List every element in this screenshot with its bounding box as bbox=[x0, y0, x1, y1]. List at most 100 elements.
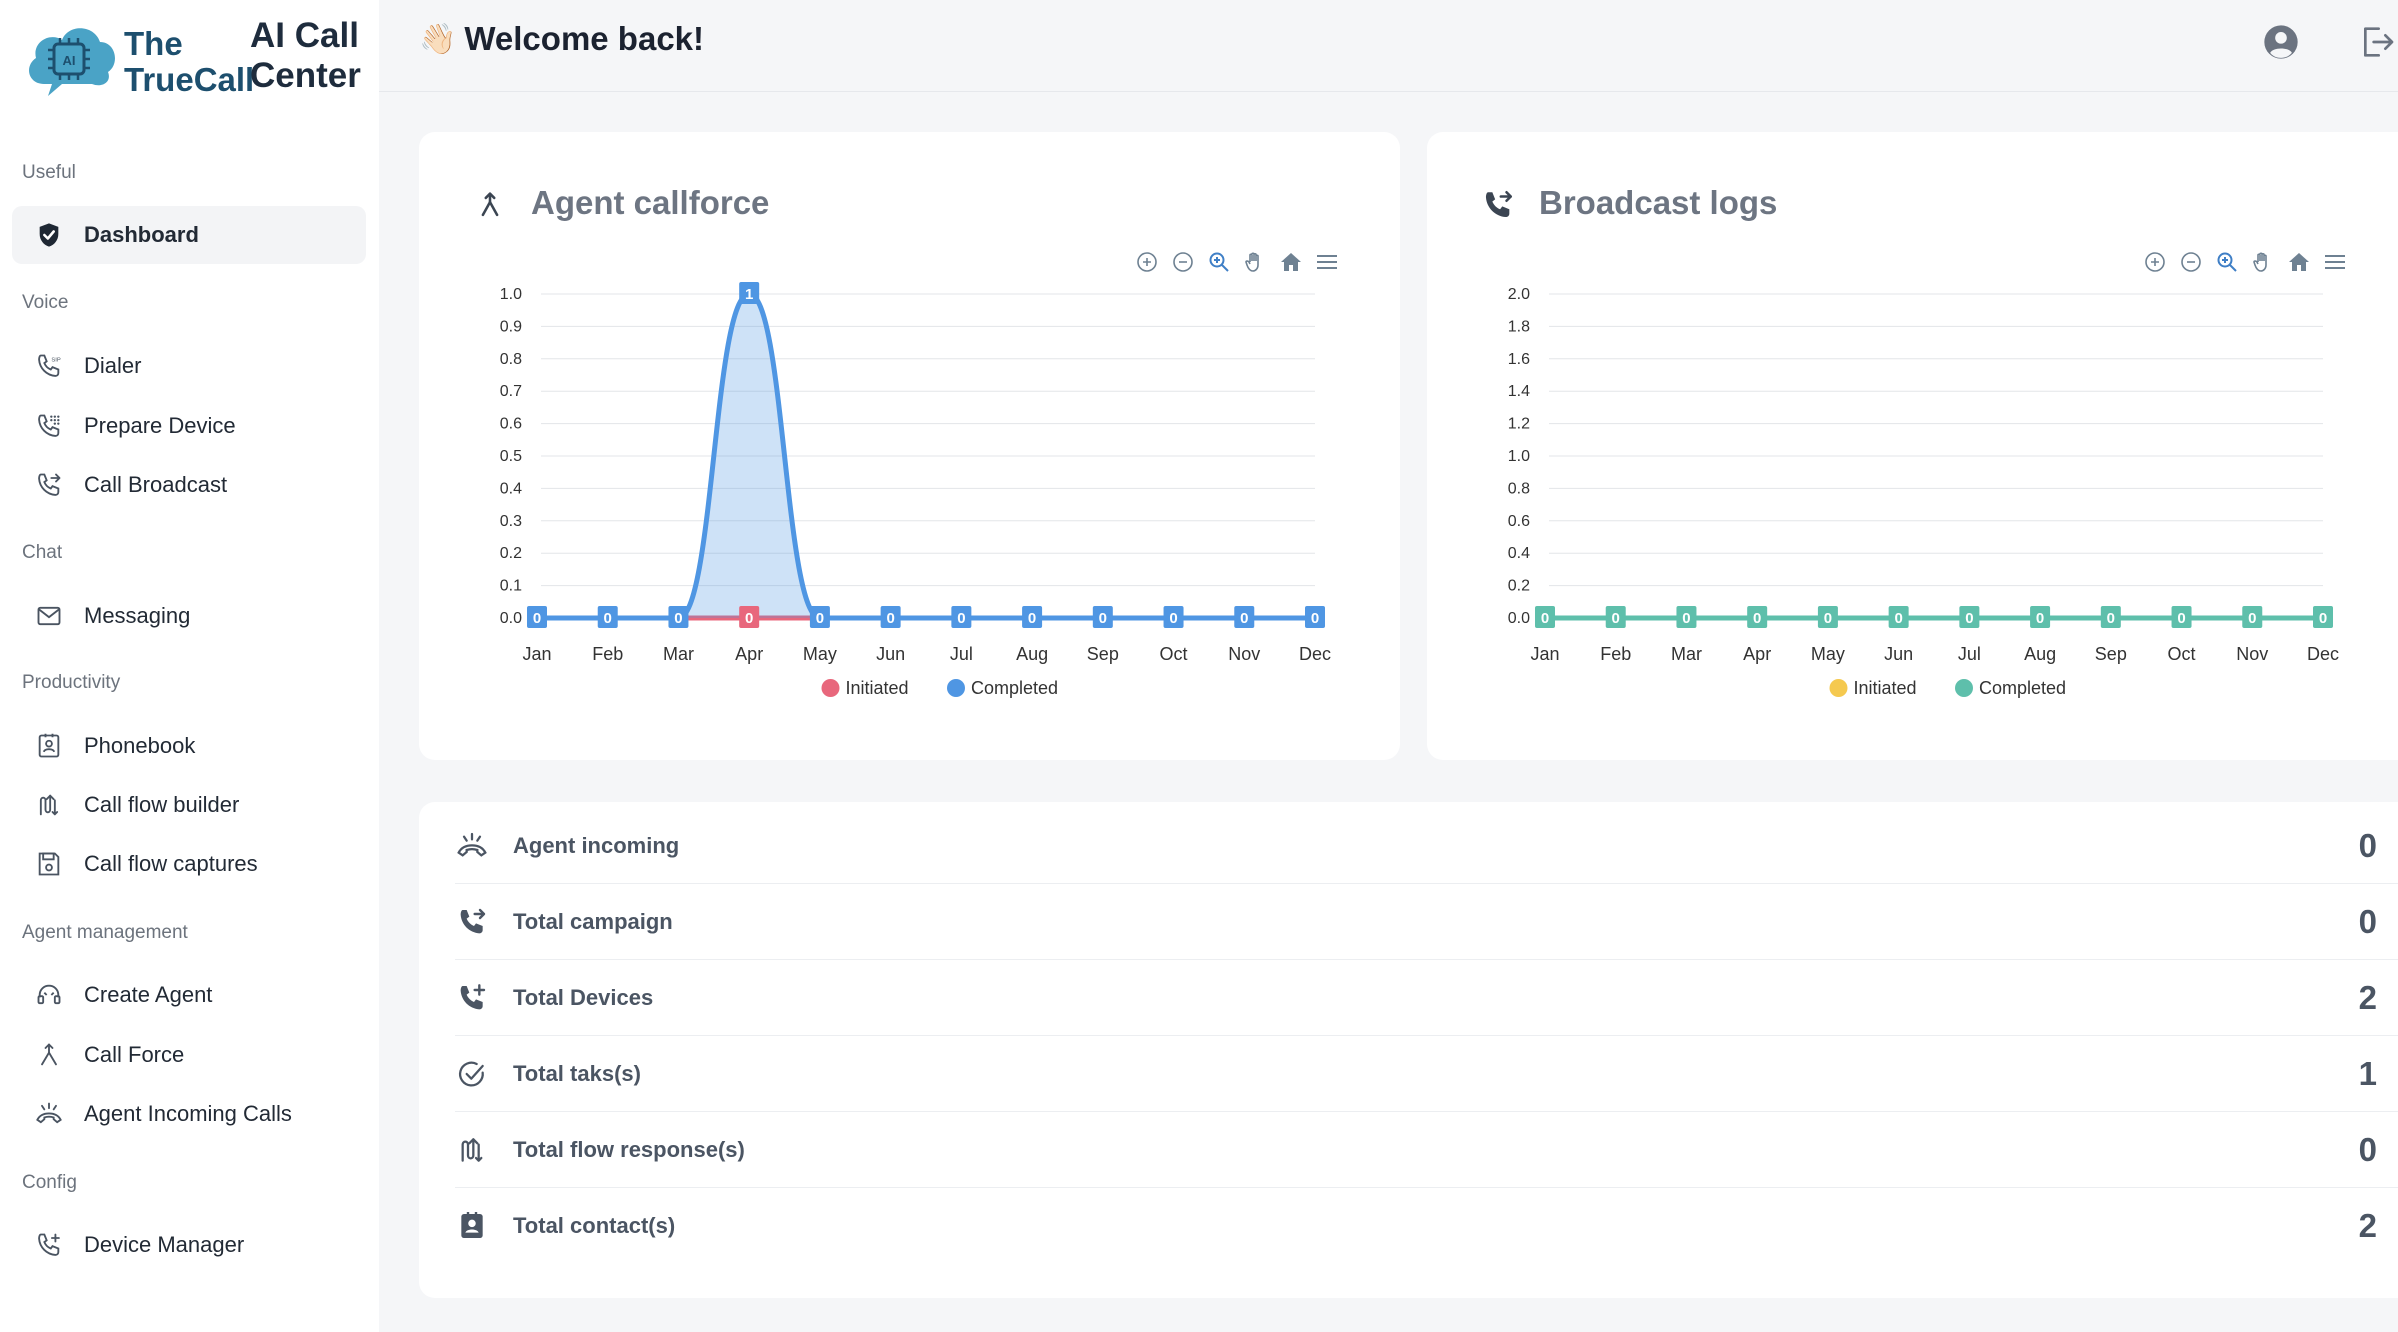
sidebar-item-label: Dashboard bbox=[84, 222, 199, 247]
broadcast-logs-card: Broadcast logs 0.0 0.2 0.4 0.6 0.8 1.0 1.2 1.4 1… bbox=[1427, 132, 2398, 760]
user-circle-icon[interactable] bbox=[2261, 22, 2301, 62]
zoom-out-icon[interactable] bbox=[2177, 248, 2205, 276]
data-label-bg bbox=[1888, 606, 1909, 628]
sidebar-item-prepare-device[interactable]: Prepare Device bbox=[12, 397, 366, 455]
logout-icon[interactable] bbox=[2357, 22, 2397, 62]
check-circle-icon bbox=[455, 1057, 489, 1091]
envelope-icon bbox=[34, 601, 64, 631]
menu-icon[interactable] bbox=[2321, 248, 2349, 276]
sidebar-item-call-force[interactable]: Call Force bbox=[12, 1026, 366, 1084]
sidebar-item-device-manager[interactable]: Device Manager bbox=[12, 1216, 366, 1274]
brand-line-2: TrueCall bbox=[124, 61, 255, 98]
waving-hand-icon: 👋🏻 bbox=[419, 22, 457, 56]
stat-row-total-contacts: Total contact(s) 2 bbox=[455, 1188, 2398, 1264]
data-label-text: 0 bbox=[533, 610, 541, 627]
data-label-bg bbox=[880, 606, 901, 628]
menu-icon[interactable] bbox=[1313, 248, 1341, 276]
data-label-bg bbox=[1676, 606, 1697, 628]
data-label-bg bbox=[1022, 606, 1043, 628]
y-tick-label: 1.2 bbox=[1508, 416, 1530, 433]
x-tick-label: Mar bbox=[1671, 644, 1702, 664]
contact-book-icon bbox=[34, 731, 64, 761]
data-label-bg bbox=[1163, 606, 1184, 628]
app-logo[interactable]: AI The TrueCall AI Call Center bbox=[22, 14, 362, 104]
x-tick-label: Jan bbox=[522, 644, 551, 664]
x-tick-label: Apr bbox=[735, 644, 763, 664]
data-label: 0 bbox=[1959, 606, 1980, 628]
merge-arrow-icon bbox=[473, 188, 507, 222]
x-tick-label: Nov bbox=[2236, 644, 2268, 664]
sidebar-item-messaging[interactable]: Messaging bbox=[12, 587, 366, 645]
data-label: 0 bbox=[597, 606, 618, 628]
zoom-out-icon[interactable] bbox=[1169, 248, 1197, 276]
data-label-text: 0 bbox=[1612, 610, 1620, 627]
flow-arrows-icon bbox=[455, 1133, 489, 1167]
sidebar-item-phonebook[interactable]: Phonebook bbox=[12, 717, 366, 775]
data-label: 0 bbox=[668, 606, 689, 628]
sidebar-item-agent-incoming-calls[interactable]: Agent Incoming Calls bbox=[12, 1085, 366, 1143]
x-tick-label: Nov bbox=[1228, 644, 1260, 664]
svg-text:SIP: SIP bbox=[51, 357, 61, 363]
data-label-bg bbox=[2242, 606, 2263, 628]
x-tick-label: Feb bbox=[1600, 644, 1631, 664]
data-label-text: 0 bbox=[816, 610, 824, 627]
stat-value: 0 bbox=[2358, 1130, 2377, 1168]
sidebar-item-create-agent[interactable]: Create Agent bbox=[12, 966, 366, 1024]
stat-label: Agent incoming bbox=[513, 832, 680, 858]
data-label: 0 bbox=[527, 606, 547, 628]
data-label-bg bbox=[1747, 606, 1768, 628]
magnifier-icon[interactable] bbox=[1205, 248, 1233, 276]
data-label: 0 bbox=[2313, 606, 2333, 628]
data-label: 0 bbox=[1747, 606, 1768, 628]
data-label-text: 0 bbox=[2107, 610, 2115, 627]
stat-label: Total flow response(s) bbox=[513, 1136, 745, 1162]
y-tick-label: 0.7 bbox=[500, 383, 522, 400]
x-tick-label: Jun bbox=[1884, 644, 1913, 664]
x-tick-label: Jul bbox=[1958, 644, 1981, 664]
x-tick-label: Dec bbox=[2307, 644, 2339, 664]
stats-panel: Agent incoming 0 Total campaign 0 Total … bbox=[419, 802, 2398, 1298]
data-label: 0 bbox=[1676, 606, 1697, 628]
home-icon[interactable] bbox=[1277, 248, 1305, 276]
zoom-in-icon[interactable] bbox=[2141, 248, 2169, 276]
data-label-text: 1 bbox=[745, 286, 753, 303]
sidebar-item-call-flow-builder[interactable]: Call flow builder bbox=[12, 776, 366, 834]
pan-hand-icon[interactable] bbox=[1241, 248, 1269, 276]
data-label: 0 bbox=[1092, 606, 1113, 628]
section-label-agent-management: Agent management bbox=[22, 922, 188, 943]
incoming-call-icon bbox=[34, 1099, 64, 1129]
sidebar-item-dialer[interactable]: SIP Dialer bbox=[12, 337, 366, 395]
y-tick-label: 0.6 bbox=[500, 416, 522, 433]
data-label-text: 0 bbox=[2319, 610, 2327, 627]
sidebar-item-call-flow-captures[interactable]: Call flow captures bbox=[12, 835, 366, 893]
series-area bbox=[537, 294, 1315, 618]
incoming-call-icon bbox=[455, 829, 489, 863]
y-tick-label: 0.2 bbox=[1508, 578, 1530, 595]
data-label: 0 bbox=[2171, 606, 2192, 628]
magnifier-icon[interactable] bbox=[2213, 248, 2241, 276]
data-label-text: 0 bbox=[745, 610, 753, 627]
phone-keypad-icon bbox=[34, 411, 64, 441]
sidebar-item-dashboard[interactable]: Dashboard bbox=[12, 206, 366, 264]
card-header: Agent callforce bbox=[481, 184, 769, 222]
top-header: 👋🏻 Welcome back! bbox=[379, 0, 2398, 92]
card-title: Broadcast logs bbox=[1539, 184, 1778, 221]
floppy-disk-icon bbox=[34, 849, 64, 879]
stat-value: 2 bbox=[2358, 978, 2377, 1016]
phone-plus-icon bbox=[34, 1230, 64, 1260]
stat-row-total-tasks: Total taks(s) 1 bbox=[455, 1036, 2398, 1112]
chart-toolbar bbox=[2141, 248, 2349, 276]
product-line-2: Center bbox=[250, 56, 361, 95]
y-tick-label: 1.0 bbox=[1508, 448, 1530, 465]
y-tick-label: 0.2 bbox=[500, 545, 522, 562]
zoom-in-icon[interactable] bbox=[1133, 248, 1161, 276]
pan-hand-icon[interactable] bbox=[2249, 248, 2277, 276]
legend-label: Initiated bbox=[1854, 678, 1917, 698]
y-tick-label: 0.0 bbox=[1508, 610, 1530, 627]
headset-agent-icon bbox=[34, 980, 64, 1010]
brand-name: The TrueCall bbox=[124, 26, 254, 98]
home-icon[interactable] bbox=[2285, 248, 2313, 276]
sidebar-item-call-broadcast[interactable]: Call Broadcast bbox=[12, 456, 366, 514]
data-label-text: 0 bbox=[1824, 610, 1832, 627]
y-tick-label: 0.8 bbox=[500, 351, 522, 368]
